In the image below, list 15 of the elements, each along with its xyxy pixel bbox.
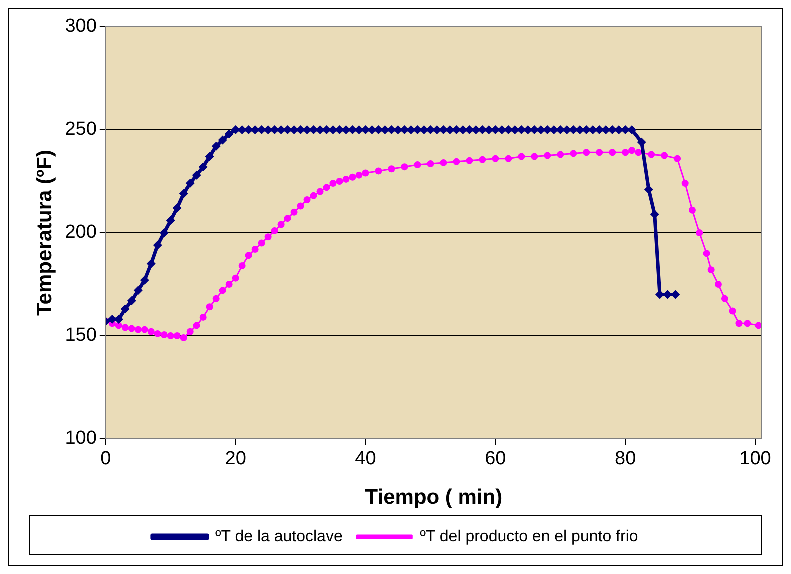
y-tick-label: 150 [65, 325, 97, 346]
x-tick-label: 60 [485, 448, 506, 470]
y-tick-label: 100 [65, 428, 97, 450]
legend-label: ºT de la autoclave [215, 528, 343, 546]
x-tick-label: 20 [225, 448, 246, 470]
x-tick-label: 80 [615, 448, 636, 470]
y-axis-title: Temperatura (ºF) [33, 150, 56, 316]
x-tick-label: 40 [355, 448, 376, 470]
y-tick-label: 200 [65, 222, 97, 244]
y-tick-label: 250 [65, 119, 97, 140]
legend-label: ºT del producto en el punto frio [420, 528, 638, 546]
x-tick-label: 0 [100, 448, 112, 470]
y-tick-label: 300 [65, 16, 97, 38]
x-axis-title: Tiempo ( min) [365, 486, 503, 510]
x-tick-label: 100 [740, 448, 772, 470]
